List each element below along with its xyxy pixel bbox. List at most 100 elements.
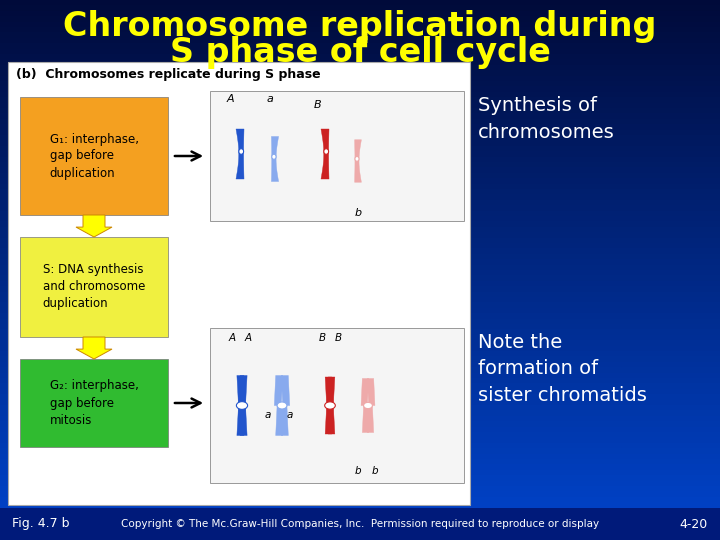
Bar	[0, 59, 720, 65]
PathPatch shape	[325, 406, 333, 434]
Bar	[0, 470, 720, 475]
Bar	[0, 378, 720, 383]
Bar	[0, 491, 720, 497]
PathPatch shape	[276, 406, 284, 435]
Bar	[0, 486, 720, 491]
Bar	[0, 292, 720, 297]
PathPatch shape	[361, 379, 369, 406]
Bar	[0, 502, 720, 508]
Bar	[0, 157, 720, 162]
Ellipse shape	[364, 402, 372, 409]
PathPatch shape	[280, 406, 288, 435]
Bar	[0, 351, 720, 356]
Bar	[20, 237, 168, 337]
Bar	[210, 91, 464, 221]
Bar	[0, 324, 720, 329]
Bar	[0, 508, 720, 513]
Text: S phase of cell cycle: S phase of cell cycle	[170, 36, 550, 69]
Bar	[0, 313, 720, 319]
Bar	[0, 475, 720, 481]
Bar	[0, 38, 720, 43]
Bar	[0, 65, 720, 70]
Bar	[0, 76, 720, 81]
Text: b: b	[372, 466, 378, 476]
Bar	[0, 400, 720, 405]
PathPatch shape	[355, 140, 361, 183]
Bar	[0, 103, 720, 108]
Bar	[0, 535, 720, 540]
Bar	[0, 367, 720, 373]
Bar	[0, 432, 720, 437]
Bar	[0, 362, 720, 367]
Bar	[0, 329, 720, 335]
Bar	[0, 443, 720, 448]
Bar	[0, 248, 720, 254]
PathPatch shape	[236, 129, 244, 179]
Bar	[0, 92, 720, 97]
Bar	[0, 167, 720, 173]
Text: (b)  Chromosomes replicate during S phase: (b) Chromosomes replicate during S phase	[16, 68, 320, 81]
Bar	[0, 189, 720, 194]
PathPatch shape	[237, 406, 246, 435]
Bar	[20, 359, 168, 447]
PathPatch shape	[282, 375, 289, 406]
Text: G₂: interphase,
gap before
mitosis: G₂: interphase, gap before mitosis	[50, 380, 138, 427]
Text: S: DNA synthesis
and chromosome
duplication: S: DNA synthesis and chromosome duplicat…	[42, 264, 145, 310]
Bar	[0, 124, 720, 130]
Text: Copyright © The Mc.Graw-Hill Companies, Inc.  Permission required to reproduce o: Copyright © The Mc.Graw-Hill Companies, …	[121, 519, 599, 529]
Bar	[0, 410, 720, 416]
Bar	[0, 216, 720, 221]
PathPatch shape	[237, 375, 246, 406]
Bar	[0, 108, 720, 113]
Bar	[0, 389, 720, 394]
Bar	[0, 151, 720, 157]
PathPatch shape	[271, 137, 279, 181]
Bar	[0, 140, 720, 146]
Bar	[0, 448, 720, 454]
Text: Note the
formation of
sister chromatids: Note the formation of sister chromatids	[478, 333, 647, 405]
Bar	[0, 356, 720, 362]
PathPatch shape	[274, 375, 283, 406]
Bar	[0, 383, 720, 389]
Bar	[0, 54, 720, 59]
Ellipse shape	[271, 154, 276, 159]
Bar	[0, 259, 720, 265]
Bar	[0, 27, 720, 32]
Bar	[0, 238, 720, 243]
Bar	[0, 86, 720, 92]
Bar	[0, 508, 720, 540]
Polygon shape	[76, 337, 112, 359]
Bar	[0, 194, 720, 200]
Bar	[0, 518, 720, 524]
Text: Fig. 4.7 b: Fig. 4.7 b	[12, 517, 70, 530]
PathPatch shape	[238, 375, 247, 406]
Bar	[0, 529, 720, 535]
Bar	[0, 162, 720, 167]
Text: a: a	[266, 94, 274, 104]
Ellipse shape	[355, 157, 359, 161]
PathPatch shape	[325, 377, 333, 406]
Bar	[0, 265, 720, 270]
Bar	[0, 275, 720, 281]
Bar	[0, 135, 720, 140]
Ellipse shape	[325, 402, 336, 409]
Bar	[0, 97, 720, 103]
Bar	[0, 416, 720, 421]
Ellipse shape	[324, 148, 328, 154]
Bar	[0, 481, 720, 486]
Bar	[0, 70, 720, 76]
Bar	[0, 205, 720, 211]
Text: Synthesis of
chromosomes: Synthesis of chromosomes	[478, 96, 615, 141]
Bar	[0, 22, 720, 27]
Bar	[0, 454, 720, 459]
Bar	[0, 81, 720, 86]
Bar	[0, 459, 720, 464]
Text: Chromosome replication during: Chromosome replication during	[63, 10, 657, 43]
Bar	[20, 97, 168, 215]
Bar	[0, 43, 720, 49]
Bar	[0, 254, 720, 259]
Bar	[0, 524, 720, 529]
Bar	[0, 394, 720, 400]
Bar	[0, 308, 720, 313]
Bar	[0, 173, 720, 178]
